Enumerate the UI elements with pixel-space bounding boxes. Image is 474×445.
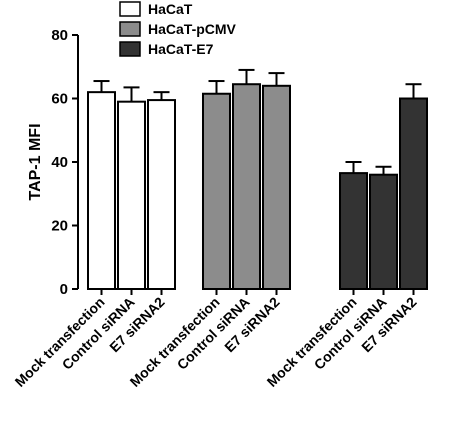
bar	[399, 97, 428, 290]
bar	[339, 172, 368, 290]
legend-swatch	[119, 41, 141, 57]
y-tick-label: 80	[51, 27, 68, 44]
y-tick-label: 0	[60, 281, 68, 298]
bar	[202, 92, 231, 290]
y-axis-title: TAP-1 MFI	[27, 123, 44, 200]
legend-swatch	[119, 1, 141, 17]
bar	[369, 173, 398, 290]
bar	[117, 100, 146, 290]
bar	[87, 91, 116, 291]
legend-label: HaCaT-pCMV	[148, 21, 237, 37]
bar	[262, 84, 291, 290]
y-tick-label: 40	[51, 154, 68, 171]
legend-swatch	[119, 21, 141, 37]
y-tick-label: 60	[51, 91, 68, 108]
bar	[232, 83, 261, 291]
legend-label: HaCaT-E7	[148, 41, 214, 57]
bar	[147, 99, 176, 291]
legend-label: HaCaT	[148, 1, 193, 17]
y-tick-label: 20	[51, 218, 68, 235]
